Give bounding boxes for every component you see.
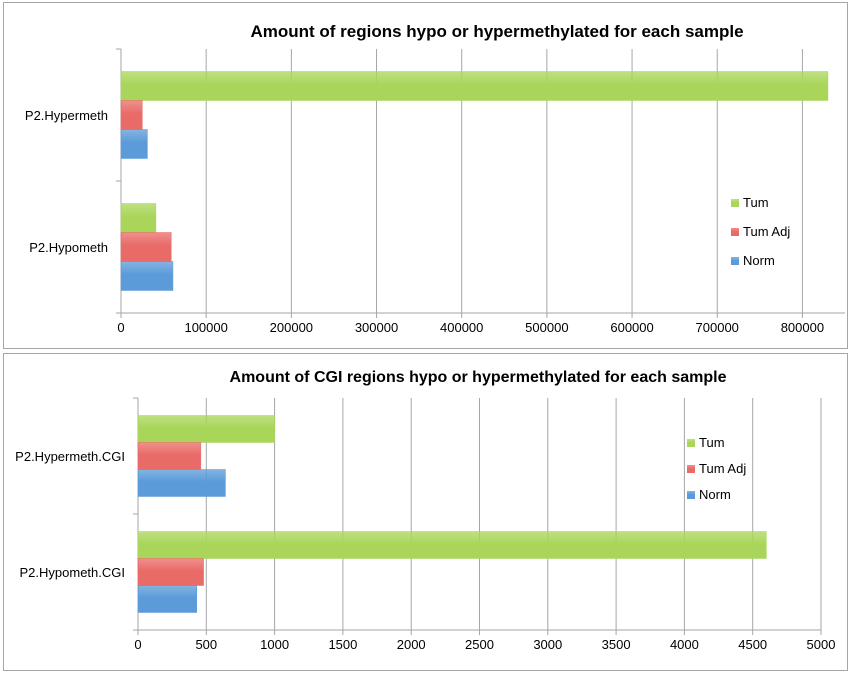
chart-panel-cgi-regions: Amount of CGI regions hypo or hypermethy…	[3, 353, 848, 671]
x-tick-label: 500000	[525, 320, 568, 335]
x-tick-label: 600000	[610, 320, 653, 335]
legend-swatch-tum	[687, 439, 695, 447]
chart-title: Amount of CGI regions hypo or hypermethy…	[230, 369, 727, 386]
bar-tum-adj	[137, 558, 204, 586]
x-tick-label: 700000	[696, 320, 739, 335]
regions-chart: Amount of regions hypo or hypermethylate…	[25, 22, 845, 335]
chart-title: Amount of regions hypo or hypermethylate…	[250, 22, 743, 41]
x-tick-label: 1500	[328, 637, 357, 652]
x-tick-label: 0	[134, 637, 141, 652]
x-tick-label: 5000	[807, 637, 836, 652]
category-label: P2.Hypometh.CGI	[20, 565, 126, 580]
legend-label: Norm	[699, 487, 731, 502]
legend-swatch-tum	[731, 199, 739, 207]
legend-swatch-tum-adj	[731, 228, 739, 236]
x-tick-label: 400000	[440, 320, 483, 335]
legend-swatch-norm	[731, 257, 739, 265]
bar-tum	[137, 531, 767, 559]
category-label: P2.Hypermeth.CGI	[15, 449, 125, 464]
legend-label: Tum	[699, 435, 725, 450]
x-tick-label: 4500	[738, 637, 767, 652]
bar-norm	[120, 129, 148, 159]
bar-norm	[120, 261, 174, 291]
x-tick-label: 2500	[465, 637, 494, 652]
x-tick-label: 4000	[670, 637, 699, 652]
cgi-regions-chart: Amount of CGI regions hypo or hypermethy…	[15, 369, 836, 652]
x-tick-label: 2000	[397, 637, 426, 652]
x-tick-label: 200000	[270, 320, 313, 335]
x-tick-label: 3500	[602, 637, 631, 652]
bar-norm	[137, 585, 197, 613]
bar-tum-adj	[137, 442, 202, 470]
category-label: P2.Hypermeth	[25, 108, 108, 123]
x-tick-label: 500	[195, 637, 217, 652]
bar-tum-adj	[120, 100, 143, 130]
legend-label: Tum Adj	[743, 224, 790, 239]
legend-swatch-norm	[687, 491, 695, 499]
x-tick-label: 0	[117, 320, 124, 335]
category-label: P2.Hypometh	[29, 240, 108, 255]
x-tick-label: 100000	[184, 320, 227, 335]
legend-swatch-tum-adj	[687, 465, 695, 473]
legend-label: Tum Adj	[699, 461, 746, 476]
x-tick-label: 1000	[260, 637, 289, 652]
bar-norm	[137, 469, 226, 497]
chart-panel-regions: Amount of regions hypo or hypermethylate…	[3, 2, 848, 349]
x-tick-label: 3000	[533, 637, 562, 652]
bar-tum-adj	[120, 232, 172, 262]
legend-label: Norm	[743, 253, 775, 268]
x-tick-label: 300000	[355, 320, 398, 335]
bar-tum	[120, 203, 157, 233]
legend-label: Tum	[743, 195, 769, 210]
bar-tum	[120, 71, 829, 101]
x-tick-label: 800000	[781, 320, 824, 335]
bar-tum	[137, 415, 275, 443]
